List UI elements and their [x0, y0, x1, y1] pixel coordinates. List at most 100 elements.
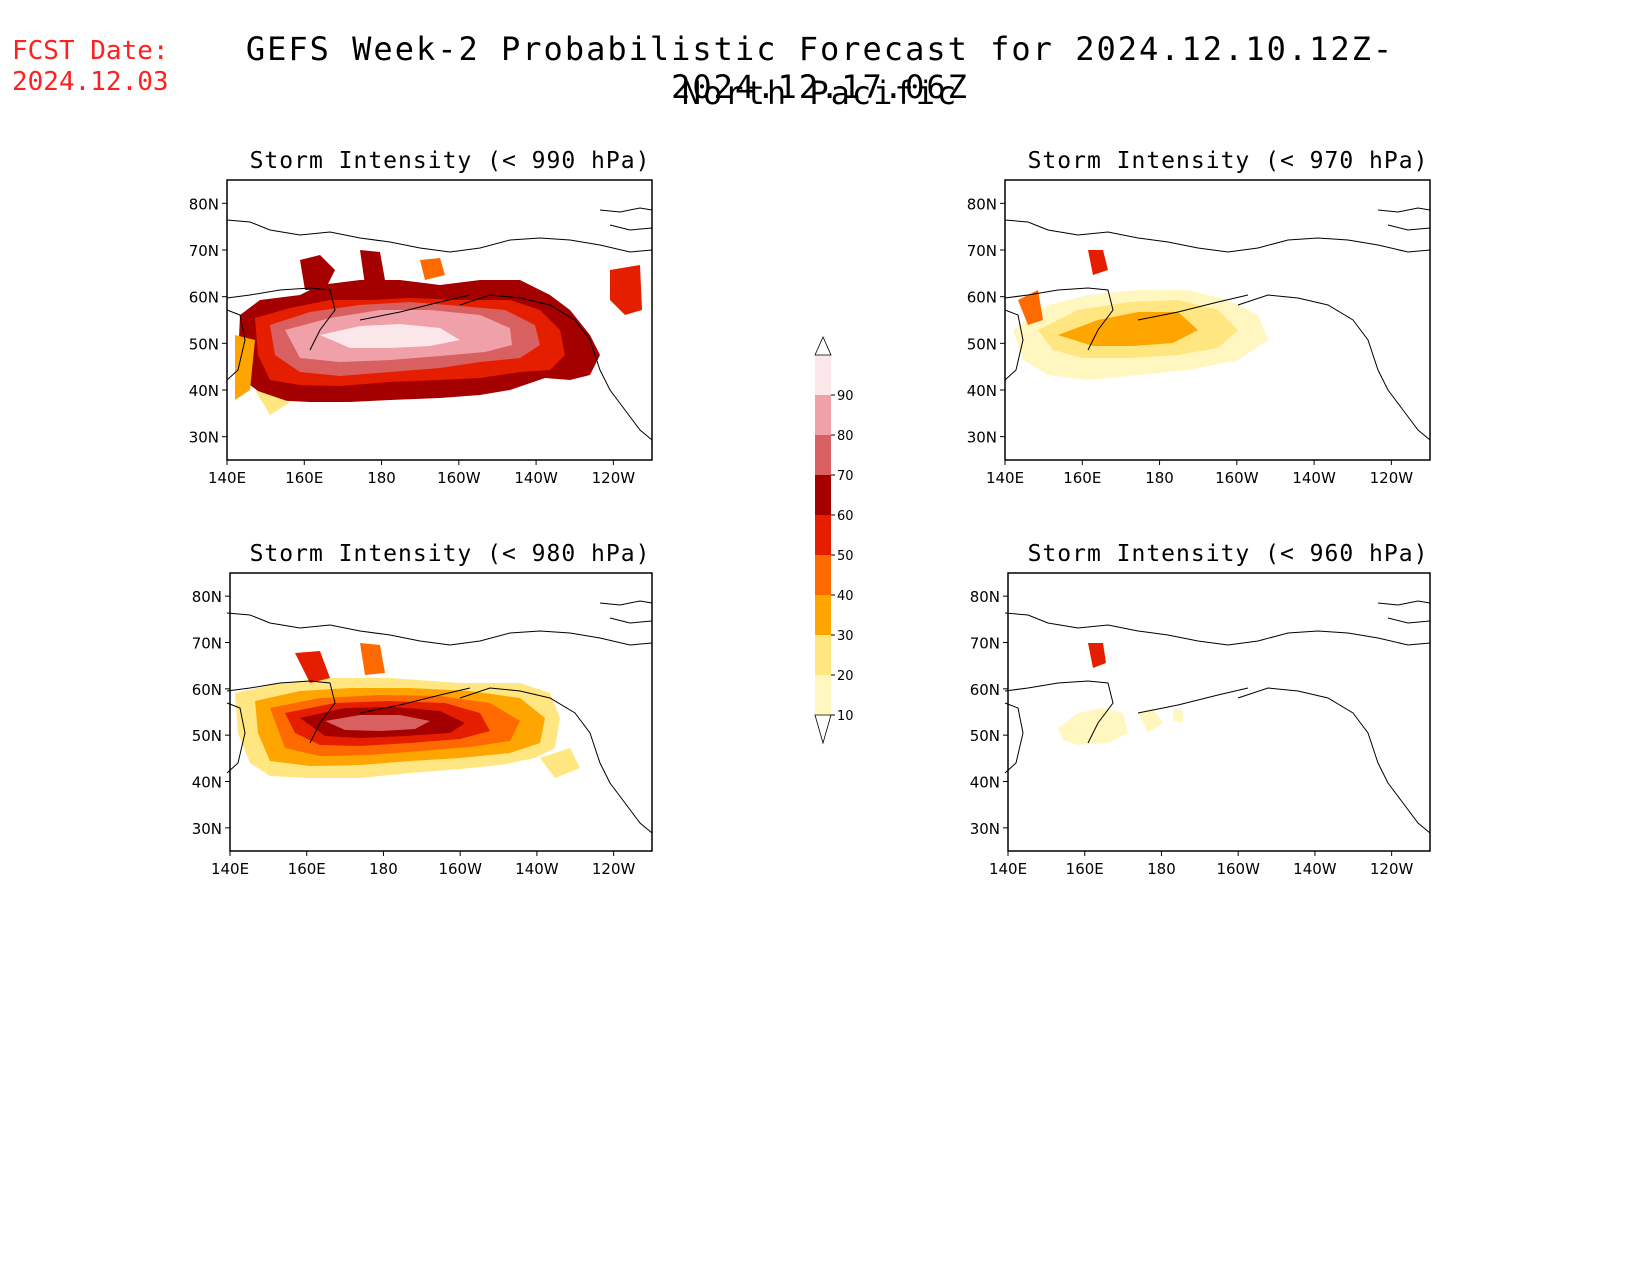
- colorbar-label: 10: [837, 709, 854, 724]
- map-970: 80N 70N 60N 50N 40N 30N 140E 160E 180 160W 140W 120…: [967, 179, 1431, 487]
- lon-tick-label: 140W: [1293, 860, 1337, 878]
- lon-tick-label: 160W: [1215, 469, 1259, 487]
- lat-tick-label: 50N: [967, 335, 997, 353]
- coastline: [609, 617, 653, 624]
- lat-tick-label: 60N: [967, 289, 997, 307]
- colorbar-segment: [815, 595, 831, 635]
- lat-tick-label: 70N: [192, 635, 222, 653]
- lat-tick-label: 60N: [189, 289, 219, 307]
- panel-title-960: Storm Intensity (< 960 hPa): [1027, 541, 1429, 567]
- map-990: 80N 70N 60N 50N 40N 30N 140E 160E 180 160W 140W 120…: [189, 179, 653, 487]
- lon-tick-label: 180: [1147, 860, 1176, 878]
- probability-region: [300, 255, 335, 290]
- probability-region: [1058, 708, 1128, 745]
- lat-tick-label: 50N: [192, 727, 222, 745]
- lon-tick-label: 140E: [211, 860, 249, 878]
- probability-region: [1058, 312, 1198, 346]
- lat-tick-label: 40N: [970, 774, 1000, 792]
- lat-tick-label: 70N: [967, 242, 997, 260]
- probability-region: [360, 250, 385, 285]
- probability-region: [1088, 250, 1108, 275]
- lon-tick-label: 180: [369, 860, 398, 878]
- lon-tick-label: 140W: [515, 860, 559, 878]
- lon-tick-label: 180: [367, 469, 396, 487]
- coastline: [226, 680, 336, 744]
- colorbar-label: 30: [837, 629, 854, 644]
- colorbar-segment: [815, 675, 831, 715]
- lon-tick-label: 140E: [989, 860, 1027, 878]
- lat-tick-label: 80N: [189, 195, 219, 213]
- probability-region: [1088, 643, 1106, 668]
- panel-title-970: Storm Intensity (< 970 hPa): [1027, 148, 1429, 174]
- coastline: [1004, 702, 1024, 774]
- probability-region: [360, 643, 385, 675]
- lat-tick-label: 60N: [192, 681, 222, 699]
- colorbar: 10 20 30 40 50 60 70 80 90: [814, 336, 854, 745]
- lat-tick-label: 40N: [189, 382, 219, 400]
- coastline: [1237, 687, 1431, 834]
- coastline: [1137, 294, 1249, 321]
- panel-title-980: Storm Intensity (< 980 hPa): [249, 541, 651, 567]
- lon-tick-label: 140W: [514, 469, 558, 487]
- coastline: [226, 287, 336, 351]
- colorbar-segment: [815, 555, 831, 595]
- coastline: [226, 309, 246, 381]
- map-980: 80N 70N 60N 50N 40N 30N 140E 160E 180 160W 140W 120…: [192, 572, 653, 878]
- lat-tick-label: 40N: [192, 774, 222, 792]
- coastline: [1237, 294, 1431, 441]
- lat-tick-label: 40N: [967, 382, 997, 400]
- page-title: GEFS Week-2 Probabilistic Forecast for 2…: [245, 30, 1395, 106]
- colorbar-segment: [815, 395, 831, 435]
- lon-tick-label: 120W: [592, 860, 636, 878]
- colorbar-label: 50: [837, 549, 854, 564]
- lat-tick-label: 60N: [970, 681, 1000, 699]
- coastline: [226, 702, 246, 774]
- coastline: [459, 294, 653, 441]
- coastline: [1137, 687, 1249, 714]
- lon-tick-label: 140W: [1292, 469, 1336, 487]
- colorbar-label: 40: [837, 589, 854, 604]
- lon-tick-label: 160W: [437, 469, 481, 487]
- probability-region: [1173, 708, 1183, 723]
- coastline: [1004, 287, 1114, 351]
- lon-tick-label: 140E: [986, 469, 1024, 487]
- forecast-date-label: FCST Date: 2024.12.03: [12, 36, 169, 98]
- lon-tick-label: 120W: [1370, 469, 1414, 487]
- lon-tick-label: 160W: [1216, 860, 1260, 878]
- lat-tick-label: 30N: [967, 429, 997, 447]
- coastline: [1004, 219, 1431, 253]
- probability-region: [320, 324, 460, 348]
- colorbar-label: 60: [837, 509, 854, 524]
- colorbar-segment: [815, 475, 831, 515]
- lon-tick-label: 160E: [1063, 469, 1101, 487]
- colorbar-top-cap: [814, 336, 832, 356]
- lon-tick-label: 160W: [438, 860, 482, 878]
- colorbar-bottom-cap: [814, 714, 832, 745]
- coastline: [226, 612, 653, 646]
- lat-tick-label: 70N: [189, 242, 219, 260]
- coastline: [1004, 309, 1024, 381]
- lon-tick-label: 120W: [592, 469, 636, 487]
- coastline: [599, 600, 653, 606]
- colorbar-segment: [815, 355, 831, 395]
- lon-tick-label: 160E: [1066, 860, 1104, 878]
- coastline: [1387, 224, 1431, 231]
- lat-tick-label: 30N: [192, 820, 222, 838]
- fcst-date: 2024.12.03: [12, 67, 169, 97]
- probability-region: [1018, 290, 1043, 325]
- probability-region: [255, 390, 290, 415]
- probability-region: [325, 715, 430, 731]
- lon-tick-label: 140E: [208, 469, 246, 487]
- panel-title-990: Storm Intensity (< 990 hPa): [249, 148, 651, 174]
- colorbar-segment: [815, 515, 831, 555]
- lat-tick-label: 80N: [970, 588, 1000, 606]
- lon-tick-label: 160E: [285, 469, 323, 487]
- colorbar-label: 20: [837, 669, 854, 684]
- coastline: [1004, 612, 1431, 646]
- lat-tick-label: 70N: [970, 635, 1000, 653]
- colorbar-label: 80: [837, 429, 854, 444]
- coastline: [1377, 600, 1431, 606]
- coastline: [599, 207, 653, 213]
- coastline: [226, 219, 653, 253]
- colorbar-segment: [815, 435, 831, 475]
